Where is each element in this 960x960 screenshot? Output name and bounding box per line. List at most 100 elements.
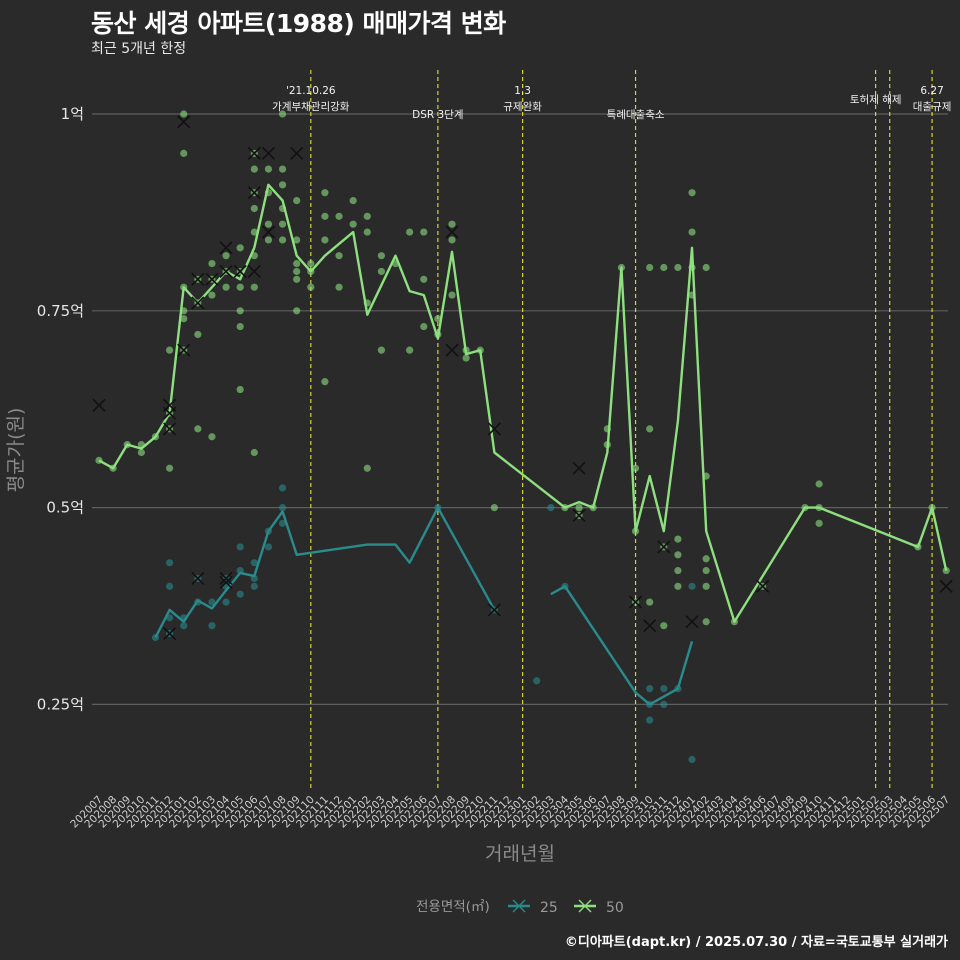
- cross-stroke: [163, 398, 177, 412]
- point-25: [166, 582, 174, 590]
- point-50: [307, 259, 315, 268]
- point-50: [250, 283, 258, 291]
- point-50: [448, 291, 456, 299]
- cross-stroke: [247, 186, 261, 200]
- cross-marker-50: [261, 146, 276, 160]
- cross-marker-50: [939, 579, 953, 593]
- point-50: [278, 181, 287, 189]
- legend-label-25: 25: [540, 900, 558, 916]
- point-50: [702, 566, 710, 575]
- point-50: [349, 220, 357, 228]
- point-50: [166, 464, 174, 472]
- point-50: [194, 330, 202, 339]
- cross-stroke: [219, 571, 233, 586]
- point-50: [702, 618, 710, 626]
- cross-stroke: [163, 422, 177, 436]
- cross-stroke: [219, 264, 233, 279]
- source-caption: ©디아파트(dapt.kr) / 2025.07.30 / 자료=국토교통부 실…: [564, 935, 948, 950]
- cross-stroke: [177, 115, 191, 129]
- legend-cross-25: [512, 899, 526, 913]
- annotation-label: 1.3: [514, 85, 531, 97]
- y-tick-label: 0.25억: [37, 695, 84, 713]
- point-50: [278, 236, 287, 244]
- point-25: [208, 622, 216, 630]
- cross-stroke: [643, 619, 657, 633]
- cross-stroke: [219, 575, 233, 589]
- point-50: [674, 535, 682, 543]
- point-50: [349, 196, 357, 205]
- point-50: [293, 259, 301, 268]
- point-50: [293, 267, 301, 276]
- legend: 전용면적(㎡) 25 50: [416, 899, 624, 916]
- point-50: [462, 354, 470, 362]
- point-50: [575, 504, 583, 512]
- cross-stroke: [191, 272, 205, 286]
- cross-marker-50: [247, 264, 261, 279]
- annotation-label: 특례대출축소: [607, 109, 665, 121]
- cross-marker-50: [628, 595, 643, 609]
- point-25: [660, 700, 668, 709]
- point-50: [490, 504, 498, 512]
- point-50: [420, 322, 428, 331]
- annotation-label: 토허제 해제: [850, 93, 902, 106]
- cross-marker-50: [261, 225, 276, 239]
- cross-marker-50: [756, 579, 770, 593]
- cross-stroke: [445, 225, 459, 239]
- cross-stroke: [233, 264, 247, 279]
- point-50: [420, 228, 428, 236]
- cross-marker-50: [92, 398, 106, 412]
- point-50: [377, 252, 385, 260]
- point-50: [264, 220, 273, 228]
- cross-stroke: [572, 508, 586, 523]
- cross-stroke: [657, 540, 671, 554]
- series-line-25: [550, 585, 694, 706]
- cross-marker-50: [219, 241, 233, 255]
- point-50: [208, 433, 216, 441]
- point-50: [674, 263, 682, 272]
- point-50: [236, 244, 244, 252]
- point-25: [660, 685, 668, 693]
- point-50: [321, 378, 329, 386]
- point-50: [278, 220, 287, 228]
- point-25: [278, 519, 287, 527]
- y-tick-label: 0.5억: [46, 499, 84, 517]
- point-50: [222, 283, 230, 291]
- annotation-label: DSR 3단계: [412, 109, 463, 121]
- point-50: [307, 283, 315, 291]
- annotation-label: 대출규제: [913, 101, 952, 113]
- cross-marker-50: [572, 508, 586, 523]
- point-25: [646, 685, 654, 693]
- point-25: [236, 543, 244, 551]
- point-50: [377, 267, 385, 276]
- point-50: [236, 385, 244, 394]
- point-50: [264, 165, 273, 173]
- point-50: [646, 263, 654, 272]
- cross-marker-50: [177, 115, 191, 129]
- point-25: [222, 598, 230, 606]
- cross-stroke: [205, 272, 219, 286]
- cross-stroke: [247, 146, 261, 160]
- cross-stroke: [247, 264, 261, 279]
- point-25: [688, 582, 696, 590]
- point-50: [674, 582, 682, 590]
- point-25: [166, 559, 174, 567]
- point-25: [646, 716, 654, 724]
- point-50: [321, 236, 329, 244]
- gridlines: [92, 113, 948, 706]
- point-25: [688, 755, 696, 764]
- y-axis-ticks: 0.25억 0.5억 0.75억 1억: [37, 105, 84, 713]
- cross-stroke: [487, 603, 501, 617]
- point-50: [236, 283, 244, 291]
- point-25: [250, 559, 258, 567]
- cross-marker-50: [233, 264, 247, 279]
- annotation-label: 6.27: [920, 85, 943, 97]
- point-50: [264, 236, 273, 244]
- point-25: [264, 543, 273, 551]
- point-50: [194, 425, 202, 433]
- point-25: [208, 598, 216, 606]
- point-50: [702, 582, 710, 590]
- x-axis-ticks: 2020072020082020092020102020112020122021…: [68, 793, 952, 830]
- point-50: [688, 228, 696, 236]
